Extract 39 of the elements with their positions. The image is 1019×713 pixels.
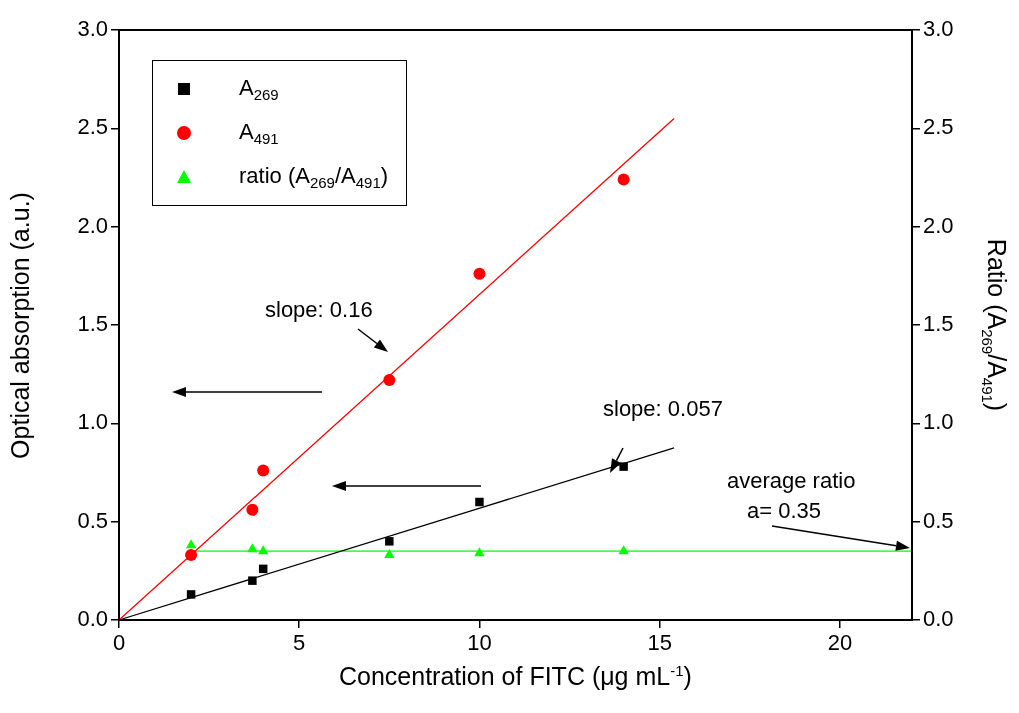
y-tick-label: 0.5 <box>77 507 108 533</box>
annotation: slope: 0.057 <box>603 396 723 422</box>
point <box>246 503 259 516</box>
y2-tick-label: 2.5 <box>923 114 954 140</box>
y2-tick-label: 3.0 <box>923 16 954 42</box>
y-tick-label: 1.0 <box>77 409 108 435</box>
x-tick-label: 20 <box>827 630 853 656</box>
point <box>248 576 257 585</box>
legend-label: A$_{491}$ <box>239 118 279 148</box>
x-tick-label: 15 <box>647 630 672 656</box>
point <box>185 549 198 562</box>
y-tick-label: 2.0 <box>77 212 108 238</box>
y2-tick-label: 2.0 <box>923 212 954 238</box>
y2-tick-label: 1.0 <box>923 409 954 435</box>
y-axis-title: Optical absorption (a.u.) <box>5 191 35 459</box>
legend-label: ratio (A$_{269}$/A$_{491}$) <box>239 162 389 192</box>
annotation: average ratio <box>727 468 856 494</box>
annotation: slope: 0.16 <box>265 297 373 323</box>
point <box>186 590 196 599</box>
x-axis-title: Concentration of FITC (μg mL$^{-1}$) <box>339 662 692 692</box>
point <box>257 464 270 477</box>
point <box>475 497 484 507</box>
y-tick-label: 3.0 <box>77 16 108 42</box>
y-tick-label: 1.5 <box>77 311 108 337</box>
y2-tick-label: 0.0 <box>923 606 954 632</box>
point <box>619 462 628 471</box>
y2-tick-label: 0.5 <box>923 507 954 533</box>
x-tick-label: 10 <box>467 630 492 656</box>
point <box>617 173 630 186</box>
y-tick-label: 2.5 <box>77 114 108 140</box>
y2-tick-label: 1.5 <box>923 311 954 337</box>
annotation: a= 0.35 <box>747 498 822 524</box>
x-tick-label: 5 <box>293 630 306 656</box>
y-tick-label: 0.0 <box>77 606 108 632</box>
x-tick-label: 0 <box>112 630 126 656</box>
point <box>385 537 394 546</box>
point <box>383 374 396 387</box>
point <box>473 267 486 280</box>
legend-label: A$_{269}$ <box>239 74 279 104</box>
